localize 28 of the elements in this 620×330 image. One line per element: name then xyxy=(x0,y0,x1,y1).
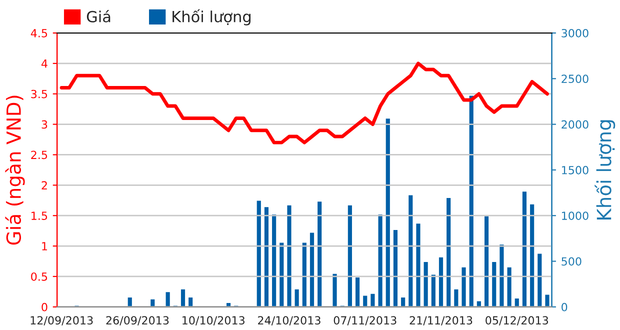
x-tick-label: 12/09/2013 xyxy=(30,316,93,326)
y-tick-label: 1 xyxy=(42,242,47,250)
y-tick-label: 4.5 xyxy=(30,29,48,38)
y2-tick-label: 2500 xyxy=(562,74,588,84)
y-tick-label: 2.5 xyxy=(31,150,48,160)
y-tick-label: 0.5 xyxy=(31,272,48,281)
y-tick-label: 1.5 xyxy=(32,212,48,220)
y-tick-label: 3 xyxy=(42,120,48,129)
x-tick-label: 07/11/2013 xyxy=(334,316,396,326)
y2-axis-title: Khối lượng xyxy=(594,120,616,220)
y2-tick-label: 500 xyxy=(562,257,582,266)
y-tick-label: 0 xyxy=(42,302,48,312)
x-tick-label: 24/10/2013 xyxy=(258,316,320,326)
y2-tick-label: 1500 xyxy=(562,166,588,174)
x-tick-label: 05/12/2013 xyxy=(486,316,548,326)
y-tick-label: 4 xyxy=(41,60,48,68)
x-tick-label: 26/09/2013 xyxy=(106,316,169,326)
y-axis-title: Giá (ngàn VND) xyxy=(5,96,25,245)
y2-tick-label: 3000 xyxy=(562,28,588,38)
y2-tick-label: 1000 xyxy=(562,212,588,220)
y-tick-label: 3.5 xyxy=(31,90,48,98)
y2-tick-label: 2000 xyxy=(562,120,588,129)
y-tick-label: 2 xyxy=(42,181,47,190)
legend-label: Giá xyxy=(86,10,110,22)
x-tick-label: 21/11/2013 xyxy=(410,316,472,326)
legend-label: Khối lượng xyxy=(172,9,251,26)
y2-tick-label: 0 xyxy=(562,302,568,312)
x-tick-label: 10/10/2013 xyxy=(182,316,244,326)
